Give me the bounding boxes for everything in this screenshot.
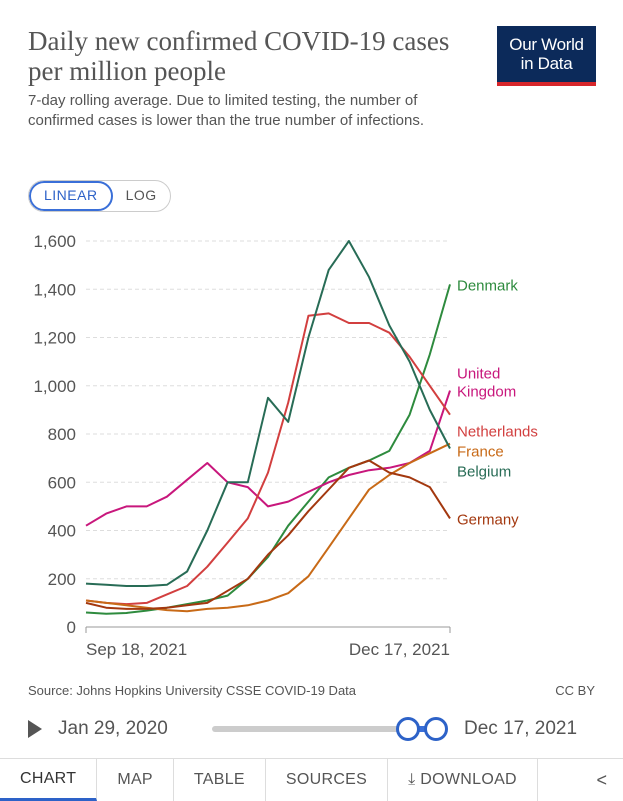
series-label-united-kingdom: United Kingdom [457, 366, 516, 401]
timeline-start-label: Jan 29, 2020 [58, 718, 168, 739]
series-line-belgium [85, 240, 451, 587]
tab-download[interactable]: ⤓ DOWNLOAD [388, 759, 538, 801]
series-label-germany: Germany [457, 511, 519, 528]
y-tick-label: 0 [67, 618, 76, 637]
y-tick-label: 200 [48, 570, 76, 589]
x-tick-label-start: Sep 18, 2021 [86, 640, 187, 659]
timeline-track[interactable] [212, 726, 436, 732]
tab-table[interactable]: TABLE [174, 759, 266, 801]
tab-download-label: DOWNLOAD [420, 771, 517, 788]
timeline-end-label: Dec 17, 2021 [464, 718, 578, 739]
owid-logo[interactable]: Our World in Data [497, 26, 596, 86]
scale-toggle: LINEAR LOG [28, 180, 171, 212]
linear-scale-button[interactable]: LINEAR [29, 181, 113, 211]
series-label-france: France [457, 444, 504, 461]
series-label-denmark: Denmark [457, 277, 518, 294]
y-tick-label: 1,600 [33, 232, 76, 251]
logo-line-2: in Data [520, 54, 573, 73]
y-tick-label: 800 [48, 425, 76, 444]
series-line-germany [85, 459, 451, 610]
source-note: Source: Johns Hopkins University CSSE CO… [28, 683, 357, 698]
series-label-netherlands: Netherlands [457, 424, 538, 441]
series-line-france [85, 442, 451, 613]
series-line-united-kingdom [85, 390, 451, 527]
timeline-selected-range [405, 726, 436, 732]
log-scale-button[interactable]: LOG [125, 187, 157, 203]
line-chart: 0 200 400 600 800 1,000 1,200 1,400 1,600 Sep 18,… [33, 232, 538, 659]
chart-title: Daily new confirmed COVID-19 cases per m… [28, 26, 450, 86]
chart-subtitle: 7-day rolling average. Due to limited te… [28, 92, 425, 129]
y-tick-label: 1,200 [33, 329, 76, 348]
timeline-start-handle[interactable] [396, 717, 420, 741]
y-tick-label: 1,000 [33, 377, 76, 396]
bottom-tab-bar: CHART MAP TABLE SOURCES ⤓ DOWNLOAD < [0, 758, 623, 801]
y-tick-label: 600 [48, 473, 76, 492]
logo-line-1: Our World [509, 35, 584, 54]
series-line-netherlands [85, 312, 451, 606]
series-line-denmark [85, 284, 451, 615]
series-label-belgium: Belgium [457, 464, 511, 481]
tab-map[interactable]: MAP [97, 759, 174, 801]
download-icon: ⤓ [408, 771, 421, 788]
y-tick-label: 1,400 [33, 280, 76, 299]
timeline: Jan 29, 2020 Dec 17, 2021 [0, 710, 623, 750]
share-icon[interactable]: < [596, 770, 607, 790]
license-link[interactable]: CC BY [555, 683, 595, 698]
y-tick-label: 400 [48, 522, 76, 541]
x-tick-label-end: Dec 17, 2021 [349, 640, 450, 659]
tab-chart[interactable]: CHART [0, 759, 98, 801]
play-icon[interactable] [28, 720, 42, 738]
timeline-end-handle[interactable] [424, 717, 448, 741]
tab-sources[interactable]: SOURCES [266, 759, 389, 801]
